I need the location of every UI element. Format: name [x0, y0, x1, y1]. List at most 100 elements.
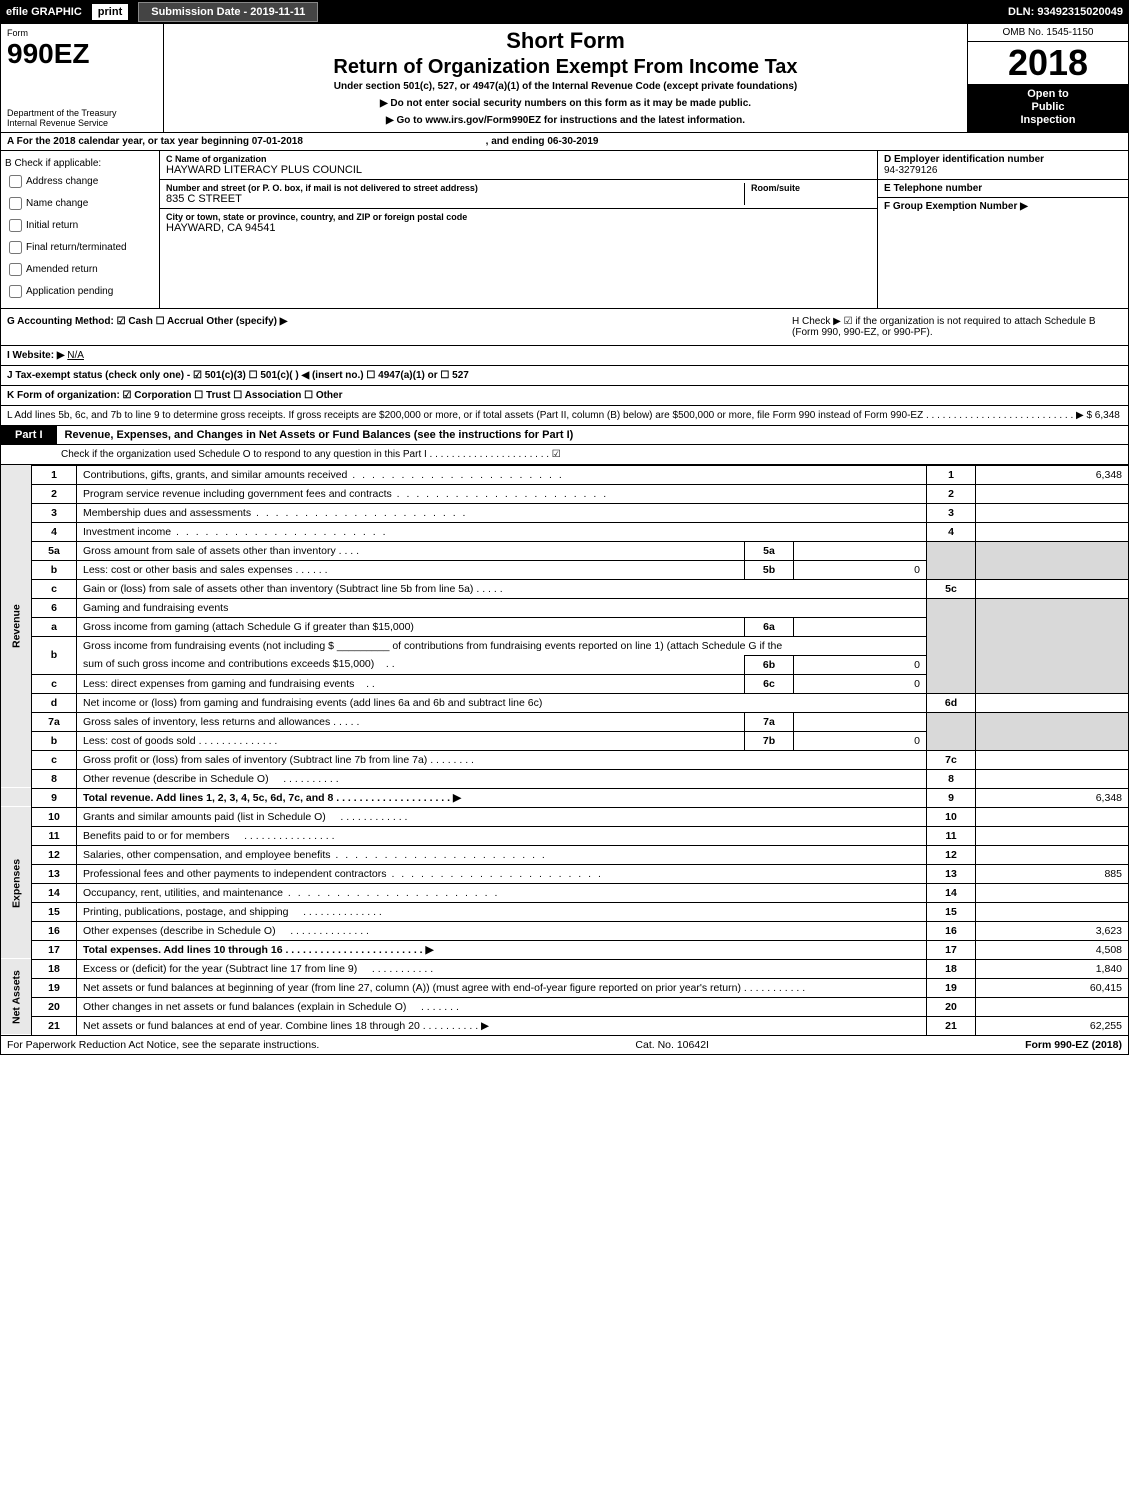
row-ln: 14: [927, 883, 976, 902]
amended-return-checkbox[interactable]: [9, 263, 22, 276]
sub-val: 0: [794, 560, 927, 579]
org-name-value: HAYWARD LITERACY PLUS COUNCIL: [166, 164, 871, 176]
ssn-notice: ▶ Do not enter social security numbers o…: [172, 98, 959, 109]
irs-label: Internal Revenue Service: [7, 118, 157, 128]
name-change-checkbox[interactable]: [9, 197, 22, 210]
gross-receipts-row: L Add lines 5b, 6c, and 7b to line 9 to …: [0, 406, 1129, 426]
sub-num: 7a: [745, 712, 794, 731]
final-return-checkbox[interactable]: [9, 241, 22, 254]
shaded-cell: [927, 541, 976, 579]
initial-return-checkbox[interactable]: [9, 219, 22, 232]
row-ln: 15: [927, 902, 976, 921]
row-desc: Membership dues and assessments: [77, 503, 927, 522]
row-desc: Contributions, gifts, grants, and simila…: [77, 465, 927, 484]
row-amt: 6,348: [976, 788, 1129, 807]
row-amt: [976, 693, 1129, 712]
revenue-side-label: Revenue: [1, 465, 32, 788]
row-amt: [976, 579, 1129, 598]
row-num: 10: [32, 807, 77, 826]
tax-exempt-row: J Tax-exempt status (check only one) - ☑…: [0, 366, 1129, 386]
row-num: b: [32, 731, 77, 750]
row-amt: 885: [976, 864, 1129, 883]
row-ln: 19: [927, 978, 976, 997]
row-desc: Gross sales of inventory, less returns a…: [77, 712, 745, 731]
final-return-label: Final return/terminated: [26, 242, 127, 253]
row-num: d: [32, 693, 77, 712]
row-desc: Professional fees and other payments to …: [77, 864, 927, 883]
row-num: 21: [32, 1016, 77, 1035]
submission-date-button[interactable]: Submission Date - 2019-11-11: [138, 2, 318, 22]
tax-year: 2018: [968, 42, 1128, 84]
street-label: Number and street (or P. O. box, if mail…: [166, 183, 744, 193]
row-num: a: [32, 617, 77, 636]
website-value: N/A: [67, 350, 84, 361]
row-ln: 17: [927, 940, 976, 959]
shaded-cell: [976, 598, 1129, 693]
row-ln: 6d: [927, 693, 976, 712]
form-number: 990EZ: [7, 38, 157, 70]
sub-val: [794, 712, 927, 731]
form-of-org: K Form of organization: ☑ Corporation ☐ …: [7, 390, 343, 401]
efile-label: efile GRAPHIC: [6, 6, 82, 18]
row-num: c: [32, 750, 77, 769]
accounting-method: G Accounting Method: ☑ Cash ☐ Accrual Ot…: [7, 316, 792, 338]
row-num: 12: [32, 845, 77, 864]
row-ln: 12: [927, 845, 976, 864]
row-num: b: [32, 560, 77, 579]
website-notice[interactable]: ▶ Go to www.irs.gov/Form990EZ for instru…: [172, 115, 959, 126]
inspection-line2: Public: [972, 101, 1124, 114]
row-ln: 21: [927, 1016, 976, 1035]
row-amt: 3,623: [976, 921, 1129, 940]
row-amt: 6,348: [976, 465, 1129, 484]
row-desc: Less: direct expenses from gaming and fu…: [77, 674, 745, 693]
row-desc: Other changes in net assets or fund bala…: [77, 997, 927, 1016]
row-num: 8: [32, 769, 77, 788]
room-label: Room/suite: [751, 183, 871, 193]
footer-mid: Cat. No. 10642I: [635, 1039, 709, 1051]
netassets-side-label: Net Assets: [1, 959, 32, 1035]
row-ln: 18: [927, 959, 976, 978]
row-desc-part2: sum of such gross income and contributio…: [77, 655, 745, 674]
row-desc: Benefits paid to or for members . . . . …: [77, 826, 927, 845]
row-num: 3: [32, 503, 77, 522]
sub-num: 6c: [745, 674, 794, 693]
sub-num: 7b: [745, 731, 794, 750]
application-pending-checkbox[interactable]: [9, 285, 22, 298]
inspection-badge: Open to Public Inspection: [968, 84, 1128, 132]
entity-block: B Check if applicable: Address change Na…: [0, 151, 1129, 309]
dln-label: DLN: 93492315020049: [1008, 6, 1123, 18]
page-footer: For Paperwork Reduction Act Notice, see …: [0, 1036, 1129, 1055]
org-name-label: C Name of organization: [166, 154, 871, 164]
tax-exempt-status: J Tax-exempt status (check only one) - ☑…: [7, 370, 469, 381]
row-ln: 2: [927, 484, 976, 503]
row-amt: [976, 883, 1129, 902]
row-amt: [976, 826, 1129, 845]
omb-number: OMB No. 1545-1150: [968, 24, 1128, 42]
row-desc: Net income or (loss) from gaming and fun…: [77, 693, 927, 712]
g-h-row: G Accounting Method: ☑ Cash ☐ Accrual Ot…: [0, 309, 1129, 346]
row-desc: Net assets or fund balances at end of ye…: [77, 1016, 927, 1035]
form-word: Form: [7, 28, 157, 38]
ein-value: 94-3279126: [884, 165, 1122, 176]
part1-check-text: Check if the organization used Schedule …: [61, 449, 561, 460]
expenses-side-label: Expenses: [1, 807, 32, 959]
row-desc: Gross profit or (loss) from sales of inv…: [77, 750, 927, 769]
row-ln: 10: [927, 807, 976, 826]
application-pending-label: Application pending: [26, 286, 113, 297]
schedule-b-check: H Check ▶ ☑ if the organization is not r…: [792, 316, 1122, 338]
row-amt: [976, 750, 1129, 769]
dept-label: Department of the Treasury: [7, 108, 157, 118]
amended-return-label: Amended return: [26, 264, 98, 275]
row-ln: 4: [927, 522, 976, 541]
sub-val: 0: [794, 655, 927, 674]
row-num: 11: [32, 826, 77, 845]
row-desc: Other revenue (describe in Schedule O) .…: [77, 769, 927, 788]
sub-val: [794, 617, 927, 636]
address-change-checkbox[interactable]: [9, 175, 22, 188]
row-ln: 7c: [927, 750, 976, 769]
row-desc: Salaries, other compensation, and employ…: [77, 845, 927, 864]
row-ln: 5c: [927, 579, 976, 598]
initial-return-label: Initial return: [26, 220, 78, 231]
print-button[interactable]: print: [92, 4, 128, 20]
row-amt: [976, 484, 1129, 503]
